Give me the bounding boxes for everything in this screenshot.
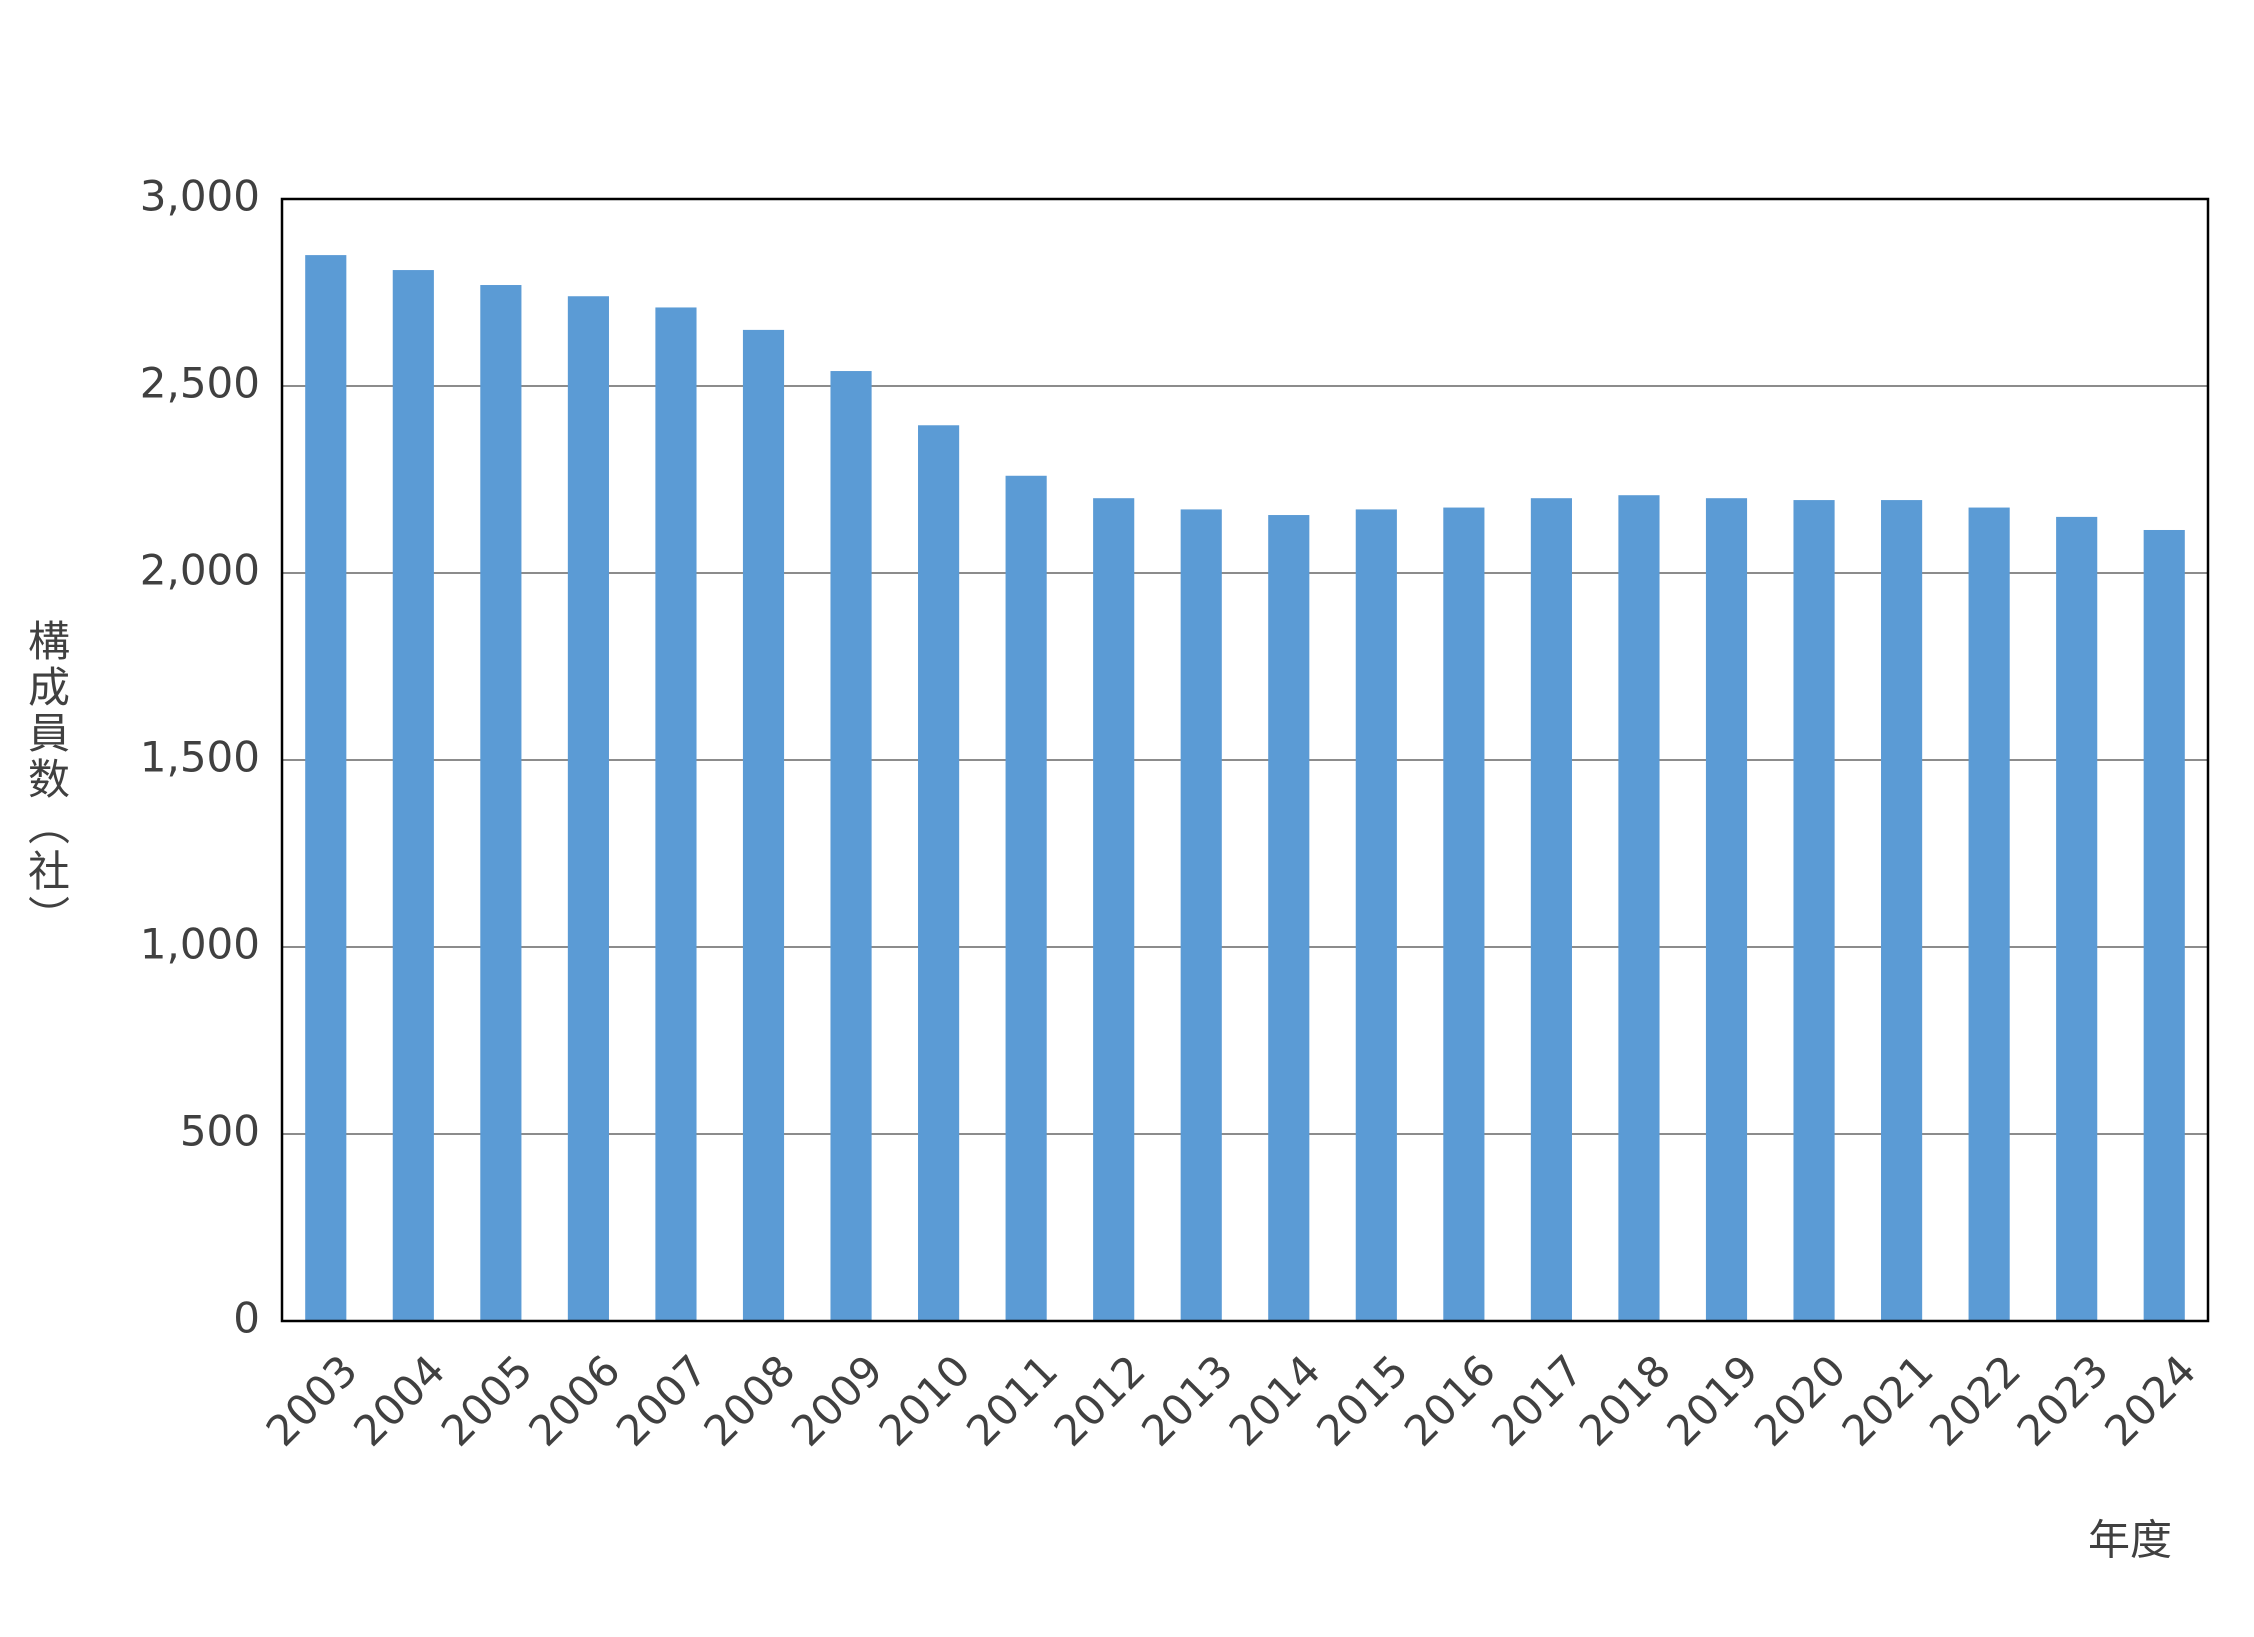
bar bbox=[742, 329, 785, 1321]
x-tick-label: 2023 bbox=[2008, 1345, 2118, 1455]
y-tick-label: 1,000 bbox=[140, 920, 260, 969]
bar bbox=[655, 307, 697, 1322]
bar bbox=[2056, 516, 2098, 1321]
x-tick-label: 2024 bbox=[2095, 1345, 2205, 1455]
x-tick-label: 2007 bbox=[607, 1345, 717, 1455]
x-tick-label: 2009 bbox=[782, 1345, 892, 1455]
y-tick-label: 500 bbox=[180, 1107, 260, 1156]
x-tick-label: 2011 bbox=[957, 1345, 1067, 1455]
x-tick-label: 2019 bbox=[1657, 1345, 1767, 1455]
x-tick-label: 2015 bbox=[1307, 1345, 1417, 1455]
x-tick-label: 2020 bbox=[1745, 1345, 1855, 1455]
y-tick-label: 2,000 bbox=[140, 546, 260, 595]
bar bbox=[1618, 495, 1660, 1321]
plot-border bbox=[280, 197, 2210, 1323]
y-tick-label: 2,500 bbox=[140, 359, 260, 408]
x-tick-label: 2004 bbox=[344, 1345, 454, 1455]
bar bbox=[1005, 475, 1047, 1321]
bar bbox=[480, 285, 522, 1321]
x-tick-label: 2005 bbox=[432, 1345, 542, 1455]
x-tick-label: 2013 bbox=[1132, 1345, 1242, 1455]
y-axis-label: 構成員数（社） bbox=[22, 619, 71, 941]
x-tick-label: 2010 bbox=[869, 1345, 979, 1455]
x-tick-label: 2018 bbox=[1570, 1345, 1680, 1455]
x-tick-label: 2016 bbox=[1395, 1345, 1505, 1455]
bar bbox=[305, 255, 347, 1322]
bar bbox=[1443, 507, 1485, 1321]
x-tick-label: 2012 bbox=[1045, 1345, 1155, 1455]
bar bbox=[1180, 509, 1222, 1321]
bar bbox=[830, 371, 872, 1321]
bar bbox=[1881, 500, 1923, 1321]
bar bbox=[1968, 507, 2010, 1321]
x-tick-label: 2003 bbox=[257, 1345, 367, 1455]
bar bbox=[1705, 498, 1748, 1321]
bar bbox=[918, 425, 960, 1321]
bar bbox=[1268, 515, 1310, 1321]
x-tick-label: 2014 bbox=[1220, 1345, 1330, 1455]
bar bbox=[392, 270, 434, 1321]
bar bbox=[1793, 500, 1835, 1321]
x-tick-label: 2008 bbox=[694, 1345, 804, 1455]
bar bbox=[1093, 498, 1135, 1321]
x-tick-label: 2017 bbox=[1482, 1345, 1592, 1455]
y-tick-label: 3,000 bbox=[140, 172, 260, 221]
y-tick-label: 1,500 bbox=[140, 733, 260, 782]
x-tick-label: 2006 bbox=[519, 1345, 629, 1455]
bar bbox=[1530, 498, 1572, 1321]
x-tick-label: 2022 bbox=[1920, 1345, 2030, 1455]
y-tick-label: 0 bbox=[233, 1294, 260, 1343]
x-tick-label: 2021 bbox=[1832, 1345, 1942, 1455]
bar bbox=[1355, 509, 1397, 1321]
bar bbox=[2143, 529, 2185, 1321]
bar bbox=[567, 296, 609, 1321]
x-axis-label: 年度 bbox=[2088, 1516, 2172, 1565]
